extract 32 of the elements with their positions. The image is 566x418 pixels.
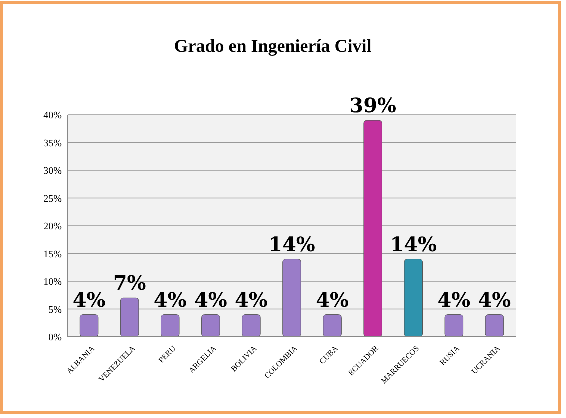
y-tick-label: 10%	[44, 277, 62, 288]
bar	[444, 314, 464, 338]
bar	[485, 314, 504, 338]
y-tick-label: 30%	[44, 166, 62, 177]
data-label: 4%	[438, 288, 471, 312]
y-tick-label: 5%	[48, 304, 62, 316]
y-tick-label: 15%	[44, 249, 62, 260]
data-label: 4%	[234, 288, 268, 312]
data-label: 39%	[350, 94, 397, 118]
chart-title: Grado en Ingeniería Civil	[174, 36, 372, 56]
data-label: 4%	[72, 288, 106, 312]
y-tick-label: 40%	[44, 110, 62, 122]
bar	[323, 314, 342, 338]
y-tick-label: 0%	[48, 332, 62, 344]
data-label: 4%	[316, 288, 350, 312]
bar	[120, 298, 140, 338]
data-label: 7%	[113, 271, 146, 296]
data-label: 14%	[268, 232, 316, 256]
y-tick-label: 35%	[44, 138, 62, 150]
data-label: 4%	[154, 288, 187, 312]
y-tick-label: 20%	[44, 222, 62, 232]
bar	[282, 259, 302, 338]
data-label: 14%	[390, 232, 438, 256]
data-label: 4%	[478, 288, 512, 312]
bar	[404, 259, 423, 338]
bar	[242, 314, 261, 338]
bar	[364, 120, 382, 338]
bar	[80, 314, 99, 338]
bar	[202, 314, 220, 338]
y-tick-label: 25%	[44, 194, 62, 205]
data-label: 4%	[194, 288, 228, 312]
bar	[161, 314, 180, 338]
